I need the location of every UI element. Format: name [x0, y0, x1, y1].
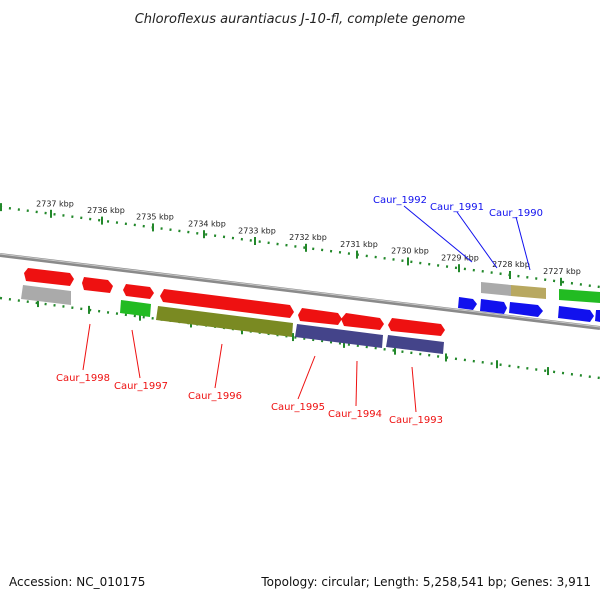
connector-1991: [456, 211, 498, 269]
gene-label-1998: Caur_1998: [56, 373, 110, 384]
map-title: Chloroflexus aurantiacus J-10-fl, comple…: [135, 12, 466, 27]
gene-forward-green-top[interactable]: [559, 289, 600, 303]
tick-label: 2736 kbp: [87, 206, 125, 215]
gene-label-1996: Caur_1996: [188, 391, 242, 402]
outer-track-line: [0, 205, 600, 289]
tick-label: 2737 kbp: [36, 199, 74, 208]
gene-forward-red-1994[interactable]: [341, 313, 384, 330]
connector-1990: [515, 216, 531, 271]
gene-reverse-navy-2[interactable]: [386, 335, 444, 354]
gene-reverse-gray[interactable]: [21, 285, 71, 305]
inner-track-line: [0, 296, 600, 380]
gene-forward-red-1[interactable]: [24, 268, 74, 286]
genome-backbone-highlight: [0, 253, 600, 328]
gene-label-1994: Caur_1994: [328, 409, 382, 420]
topology-summary: Topology: circular; Length: 5,258,541 bp…: [260, 575, 591, 589]
gene-reverse-olive[interactable]: [156, 306, 293, 337]
gene-forward-blue-1992[interactable]: [458, 297, 477, 310]
gene-label-1993: Caur_1993: [389, 415, 443, 426]
gene-forward-blue-4[interactable]: [558, 306, 594, 322]
gene-forward-blue-1991[interactable]: [480, 299, 507, 314]
tick-label: 2727 kbp: [543, 267, 581, 276]
tick-label: 2730 kbp: [391, 247, 429, 256]
tick-label: 2729 kbp: [441, 253, 479, 262]
tick-label: 2734 kbp: [188, 220, 226, 229]
accession-text: Accession: NC_010175: [9, 575, 145, 589]
gene-forward-red-1995[interactable]: [298, 308, 342, 325]
gene-forward-gray[interactable]: [481, 282, 511, 296]
genome-backbone: [0, 253, 600, 330]
gene-forward-blue-5[interactable]: [595, 310, 600, 322]
gene-labels-reverse: Caur_1998 Caur_1997 Caur_1996 Caur_1995 …: [56, 373, 443, 426]
gene-forward-red-1993[interactable]: [388, 318, 445, 336]
tick-label: 2728 kbp: [492, 260, 530, 269]
tick-label: 2735 kbp: [136, 213, 174, 222]
tick-label: 2731 kbp: [340, 240, 378, 249]
outer-tick-track: 2737 kbp 2736 kbp 2735 kbp 2734 kbp 2733 kbp…: [0, 199, 600, 289]
connector-1997: [131, 329, 141, 379]
connector-1998: [82, 323, 91, 371]
gene-forward-blue-1990[interactable]: [509, 302, 543, 317]
forward-strand-genes: [24, 268, 600, 336]
connector-1992: [403, 205, 473, 263]
tick-label: 2733 kbp: [238, 226, 276, 235]
gene-label-1992: Caur_1992: [373, 195, 427, 206]
connector-1995: [297, 355, 316, 400]
gene-label-1991: Caur_1991: [430, 202, 484, 213]
gene-reverse-green[interactable]: [120, 300, 151, 317]
connector-1994: [355, 360, 358, 407]
reverse-strand-genes: [21, 285, 444, 354]
gene-label-1997: Caur_1997: [114, 381, 168, 392]
gene-reverse-navy-1[interactable]: [295, 324, 383, 348]
gene-labels-forward: Caur_1992 Caur_1991 Caur_1990: [373, 195, 543, 219]
label-connectors: [82, 205, 531, 413]
tick-label: 2732 kbp: [289, 233, 327, 242]
gene-forward-red-1996[interactable]: [160, 289, 294, 318]
gene-forward-red-2[interactable]: [82, 277, 113, 293]
connector-1996: [214, 343, 223, 389]
tick-marks: [0, 203, 562, 286]
gene-label-1995: Caur_1995: [271, 402, 325, 413]
gene-label-1990: Caur_1990: [489, 208, 543, 219]
connector-1993: [411, 366, 417, 413]
tick-labels: 2737 kbp 2736 kbp 2735 kbp 2734 kbp 2733 kbp…: [36, 199, 581, 276]
gene-forward-red-3[interactable]: [123, 284, 154, 299]
gene-forward-tan[interactable]: [511, 285, 546, 299]
